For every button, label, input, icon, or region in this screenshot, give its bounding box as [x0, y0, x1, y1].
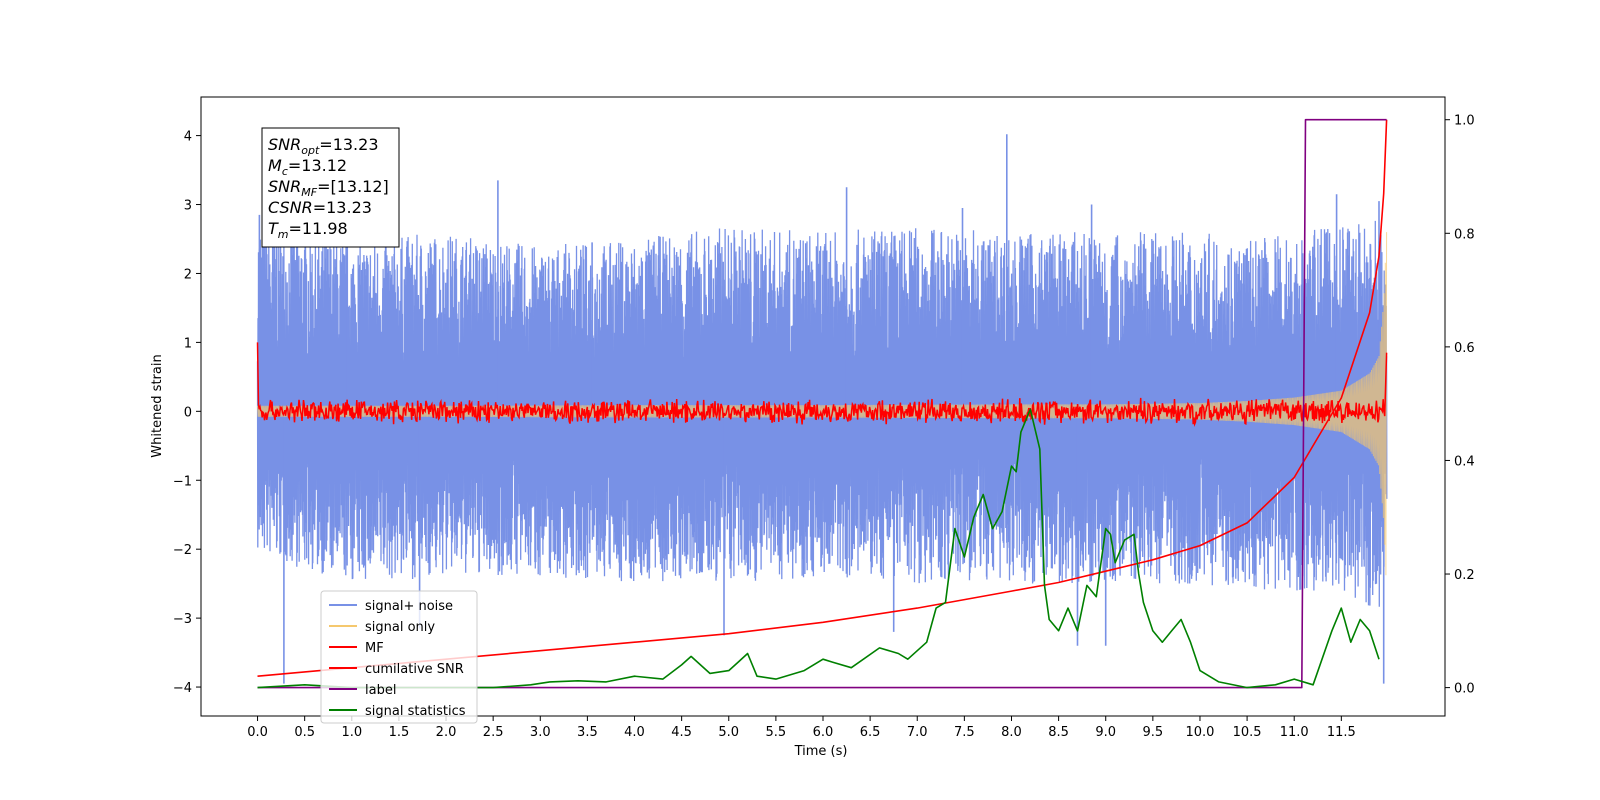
y-tick-label: 2 — [184, 267, 192, 282]
x-tick-label: 6.0 — [813, 725, 834, 740]
x-tick-label: 10.5 — [1233, 725, 1262, 740]
x-tick-label: 2.5 — [483, 725, 504, 740]
x-tick-label: 4.0 — [624, 725, 645, 740]
y-tick-label: 3 — [184, 199, 192, 214]
y-tick-label: −3 — [173, 612, 192, 627]
x-axis-label: Time (s) — [794, 744, 848, 759]
x-tick-label: 1.0 — [341, 725, 362, 740]
stats-line: Mc=13.12 — [268, 156, 347, 178]
x-tick-label: 7.5 — [954, 725, 975, 740]
legend-label: cumilative SNR — [365, 662, 464, 677]
legend: signal+ noise signal only MF cumilative SNR… — [320, 590, 478, 724]
legend-label: signal only — [365, 620, 435, 635]
series-label-line — [257, 118, 1387, 689]
y-axis-label: Whitened strain — [150, 354, 165, 457]
stats-line: SNRMF=[13.12] — [268, 177, 389, 199]
stats-annotation-box: SNRopt=13.23Mc=13.12SNRMF=[13.12]CSNR=13… — [261, 127, 400, 248]
y-tick-label: −2 — [173, 543, 192, 558]
x-tick-label: 8.5 — [1048, 725, 1069, 740]
x-tick-label: 0.0 — [247, 725, 268, 740]
x-tick-label: 9.5 — [1143, 725, 1164, 740]
y-axis-left: 4 3 2 1 0 −1 −2 −3 −4 — [173, 130, 201, 696]
x-tick-label: 8.0 — [1001, 725, 1022, 740]
x-tick-label: 3.0 — [530, 725, 551, 740]
x-tick-label: 5.5 — [766, 725, 787, 740]
y-tick-label: 4 — [184, 130, 192, 145]
x-tick-label: 3.5 — [577, 725, 598, 740]
legend-frame — [320, 590, 478, 724]
stats-line: Tm=11.98 — [268, 219, 348, 241]
x-tick-label: 6.5 — [860, 725, 881, 740]
y-axis-right: 1.0 0.8 0.6 0.4 0.2 0.0 — [1445, 114, 1475, 697]
x-tick-label: 0.5 — [294, 725, 315, 740]
legend-label: label — [365, 683, 396, 698]
stats-line: CSNR=13.23 — [268, 198, 372, 217]
stats-line: SNRopt=13.23 — [268, 135, 379, 157]
legend-label: signal+ noise — [365, 599, 453, 614]
y2-tick-label: 1.0 — [1454, 114, 1475, 129]
y2-tick-label: 0.8 — [1454, 227, 1475, 242]
x-tick-label: 5.0 — [718, 725, 739, 740]
y2-tick-label: 0.2 — [1454, 568, 1475, 583]
y2-tick-label: 0.6 — [1454, 341, 1475, 356]
series-mf-line — [256, 342, 1388, 427]
x-tick-label: 10.0 — [1185, 725, 1214, 740]
x-tick-label: 7.0 — [907, 725, 928, 740]
x-tick-label: 4.5 — [671, 725, 692, 740]
y2-tick-label: 0.4 — [1454, 454, 1475, 469]
legend-label: signal statistics — [365, 704, 466, 719]
x-tick-label: 11.5 — [1327, 725, 1356, 740]
y-tick-label: 1 — [184, 336, 192, 351]
series-cumulative-snr-line — [257, 119, 1388, 677]
x-axis: 0.0 0.5 1.0 1.5 2.0 2.5 3.0 3.5 4.0 4.5 5.0 5.5 6.0 6… — [247, 716, 1356, 740]
series-signal-noise-line — [256, 217, 1388, 607]
series-signal-statistics-line — [257, 408, 1380, 689]
y-tick-label: −4 — [173, 681, 192, 696]
stats-box-frame — [261, 127, 400, 248]
y-tick-label: −1 — [173, 474, 192, 489]
y-tick-label: 0 — [184, 405, 192, 420]
x-tick-label: 9.0 — [1095, 725, 1116, 740]
y2-tick-label: 0.0 — [1454, 682, 1475, 697]
x-tick-label: 1.5 — [389, 725, 410, 740]
legend-label: MF — [365, 641, 384, 656]
x-tick-label: 2.0 — [436, 725, 457, 740]
plot-area — [256, 118, 1388, 689]
x-tick-label: 11.0 — [1280, 725, 1309, 740]
